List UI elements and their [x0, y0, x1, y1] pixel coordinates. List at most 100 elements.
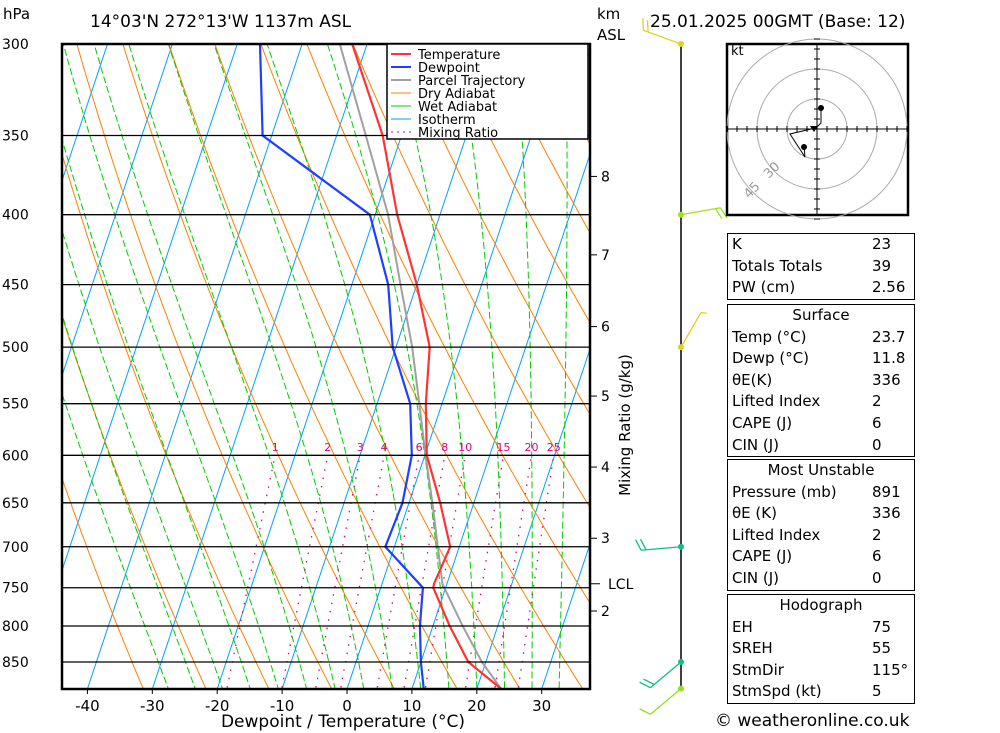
row-label: CIN (J) [732, 435, 780, 454]
row-value: 2 [872, 525, 882, 544]
mixing-ratio-line [494, 455, 533, 689]
table-row: K 23 [728, 234, 914, 256]
most-unstable-table: Most Unstable Pressure (mb) 891 θE (K) 336 Li… [727, 459, 915, 591]
pressure-tick-label: 750 [2, 581, 29, 597]
dry-adiabat-line [62, 315, 207, 689]
hodograph-unit: kt [731, 44, 744, 59]
row-value: 336 [872, 504, 901, 523]
row-label: StmDir [732, 660, 784, 679]
wind-barb [649, 688, 682, 715]
wind-barb [641, 546, 682, 551]
row-value: 115° [872, 660, 909, 679]
table-title: Surface [792, 306, 850, 324]
wind-barb [680, 207, 721, 216]
right-axis-title: Mixing Ratio (g/kg) [616, 354, 634, 496]
datetime-title: 25.01.2025 00GMT (Base: 12) [650, 12, 906, 32]
pressure-tick-label: 650 [2, 496, 29, 512]
row-value: 55 [872, 639, 892, 658]
table-row: CIN (J) 0 [728, 435, 914, 457]
wet-adiabat-line [213, 44, 393, 689]
row-value: 6 [872, 413, 882, 432]
wind-barb [649, 661, 682, 689]
wind-barb-flag [714, 208, 723, 220]
height-tick-label: 6 [601, 320, 610, 336]
legend-label: Parcel Trajectory [418, 74, 526, 89]
row-label: Totals Totals [732, 256, 823, 275]
isotherm-line [151, 44, 368, 689]
mixing-ratio-line [314, 455, 361, 689]
table-row: EH 75 [728, 617, 914, 639]
row-label: CAPE (J) [732, 547, 793, 566]
isotherm-line [62, 44, 109, 183]
mixing-ratio-label: 8 [441, 441, 448, 454]
mixing-ratio-label: 20 [525, 441, 539, 454]
wet-adiabat-line [167, 44, 365, 689]
row-label: EH [732, 617, 753, 636]
height-tick-label: 4 [601, 460, 610, 476]
row-value: 6 [872, 547, 882, 566]
table-row: Pressure (mb) 891 [728, 482, 914, 504]
wet-adiabat-line [62, 392, 170, 689]
row-label: SREH [732, 639, 773, 658]
table-row: Temp (°C) 23.7 [728, 327, 914, 349]
row-label: CIN (J) [732, 568, 780, 587]
wind-barb [680, 312, 702, 348]
height-tick-label: 7 [601, 248, 610, 264]
wind-barb-flag [646, 20, 649, 33]
legend-label: Dewpoint [418, 61, 480, 76]
wet-adiabat-line [128, 44, 336, 689]
x-tick-label: -40 [75, 697, 100, 715]
copyright[interactable]: © weatheronline.co.uk [715, 711, 910, 731]
row-value: 2.56 [872, 278, 906, 297]
pressure-tick-label: 700 [2, 540, 29, 556]
x-tick-label: -20 [205, 697, 230, 715]
row-value: 23 [872, 235, 892, 253]
wind-barb-flag [634, 539, 642, 551]
mixing-ratio-line [280, 455, 329, 689]
location-title: 14°03'N 272°13'W 1137m ASL [90, 12, 352, 32]
legend-label: Isotherm [418, 113, 476, 128]
legend-label: Wet Adiabat [418, 100, 497, 115]
row-label: Lifted Index [732, 525, 821, 544]
legend-label: Temperature [417, 48, 500, 63]
mixing-ratio-line [464, 455, 505, 689]
height-tick-label: 3 [601, 531, 610, 547]
lcl-label: LCL [608, 577, 634, 593]
x-tick-label: -30 [140, 697, 165, 715]
surface-table: Surface Temp (°C) 23.7 Dewp (°C) 11.8 θE(K) 33… [727, 304, 915, 458]
pressure-tick-label: 550 [2, 397, 29, 413]
wind-barb-flag [639, 681, 651, 689]
table-row: θE(K) 336 [728, 370, 914, 392]
legend-box [386, 43, 589, 140]
row-value: 39 [872, 256, 892, 275]
mixing-ratio-label: 1 [272, 441, 279, 454]
row-label: K [732, 235, 742, 253]
isotherm-line [476, 347, 590, 689]
row-label: CAPE (J) [732, 413, 793, 432]
pressure-unit: hPa [3, 5, 31, 23]
row-value: 75 [872, 617, 892, 636]
pressure-tick-label: 850 [2, 655, 29, 671]
legend-label: Dry Adiabat [418, 87, 495, 102]
row-label: Dewp (°C) [732, 349, 810, 368]
pressure-tick-label: 400 [2, 208, 29, 224]
row-value: 5 [872, 682, 882, 701]
height-tick-label: 2 [601, 604, 610, 620]
table-row: θE (K) 336 [728, 503, 914, 525]
asl-label: ASL [597, 26, 626, 44]
row-label: θE(K) [732, 370, 773, 389]
pressure-tick-label: 500 [2, 340, 29, 356]
table-row: PW (cm) 2.56 [728, 277, 914, 299]
dry-adiabat-line [122, 44, 396, 689]
x-tick-label: 10 [402, 697, 421, 715]
table-title: Most Unstable [767, 461, 875, 479]
row-label: PW (cm) [732, 278, 796, 297]
hodograph-point [801, 144, 807, 150]
mixing-ratio-line [339, 455, 385, 689]
wind-barb-flag [639, 708, 651, 715]
wet-adiabat-line [62, 312, 196, 689]
hodograph-trace [789, 110, 822, 158]
x-tick-label: -10 [270, 697, 295, 715]
wind-barb-flag [643, 678, 655, 686]
